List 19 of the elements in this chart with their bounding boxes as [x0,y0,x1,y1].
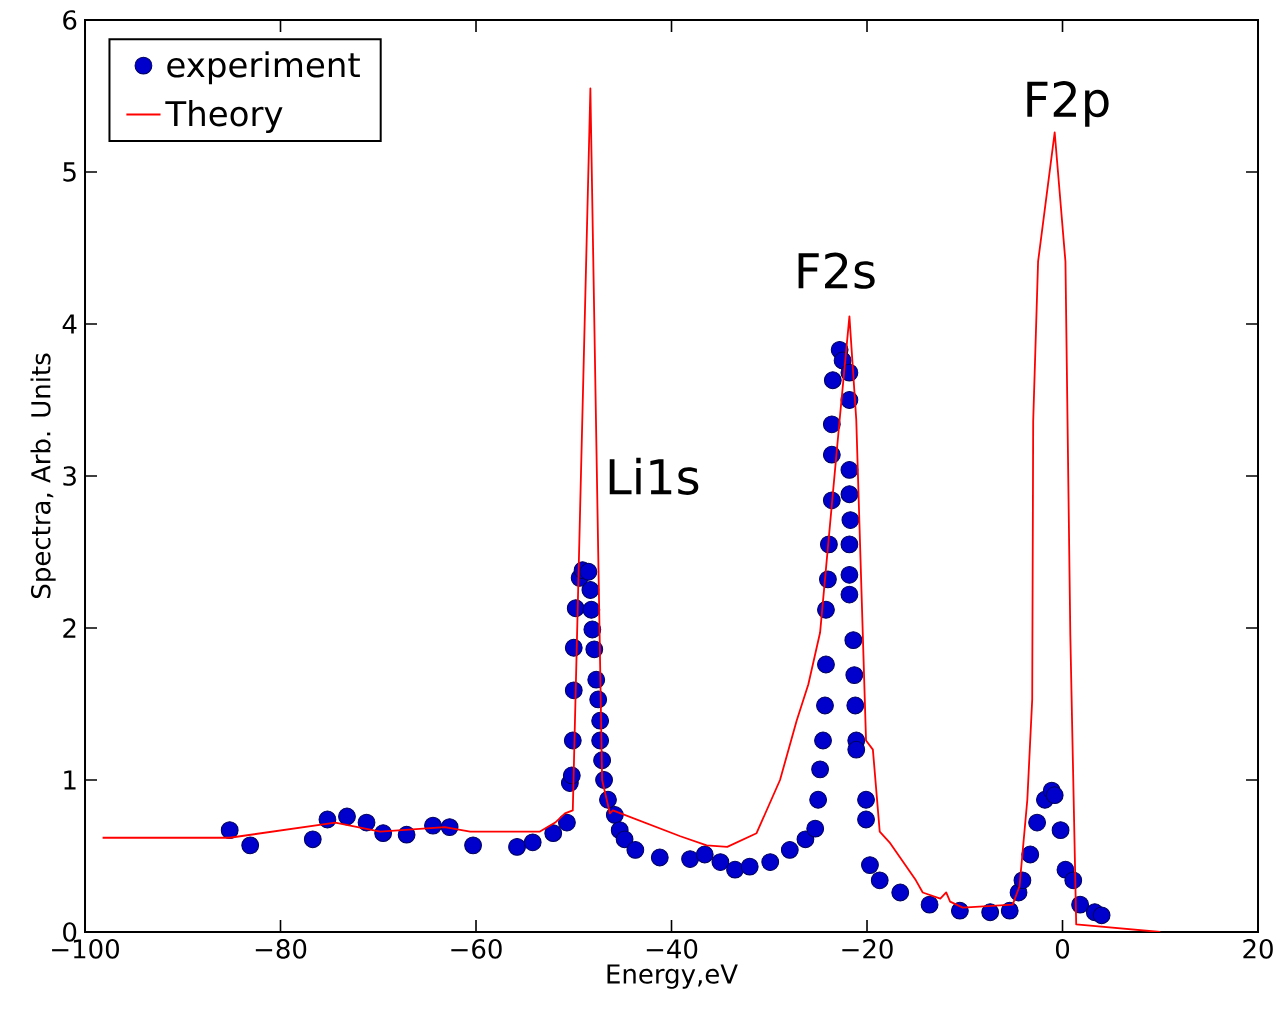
legend-label: experiment [167,51,360,85]
y-tick-label: 2 [63,618,76,638]
x-tick-label: −40 [646,939,698,959]
x-tick-label: 0 [1055,939,1070,959]
x-tick-label: −20 [842,939,893,959]
x-tick-label: −80 [255,939,307,959]
y-tick-label: 6 [63,10,77,30]
annotation: F2p [1027,81,1109,127]
annotation: F2s [798,252,875,289]
y-tick-label: 1 [64,770,76,790]
annotation: Li1s [609,457,699,495]
y-tick-label: 3 [63,466,76,486]
y-tick-label: 4 [62,314,77,334]
legend-label: Theory [165,100,283,133]
y-tick-label: 5 [63,162,76,182]
x-tick-label: −60 [451,939,502,959]
y-axis-title: Spectra, Arb. Units [30,353,56,598]
x-axis-title: Energy,eV [607,964,738,989]
x-tick-label: 20 [1243,939,1273,959]
